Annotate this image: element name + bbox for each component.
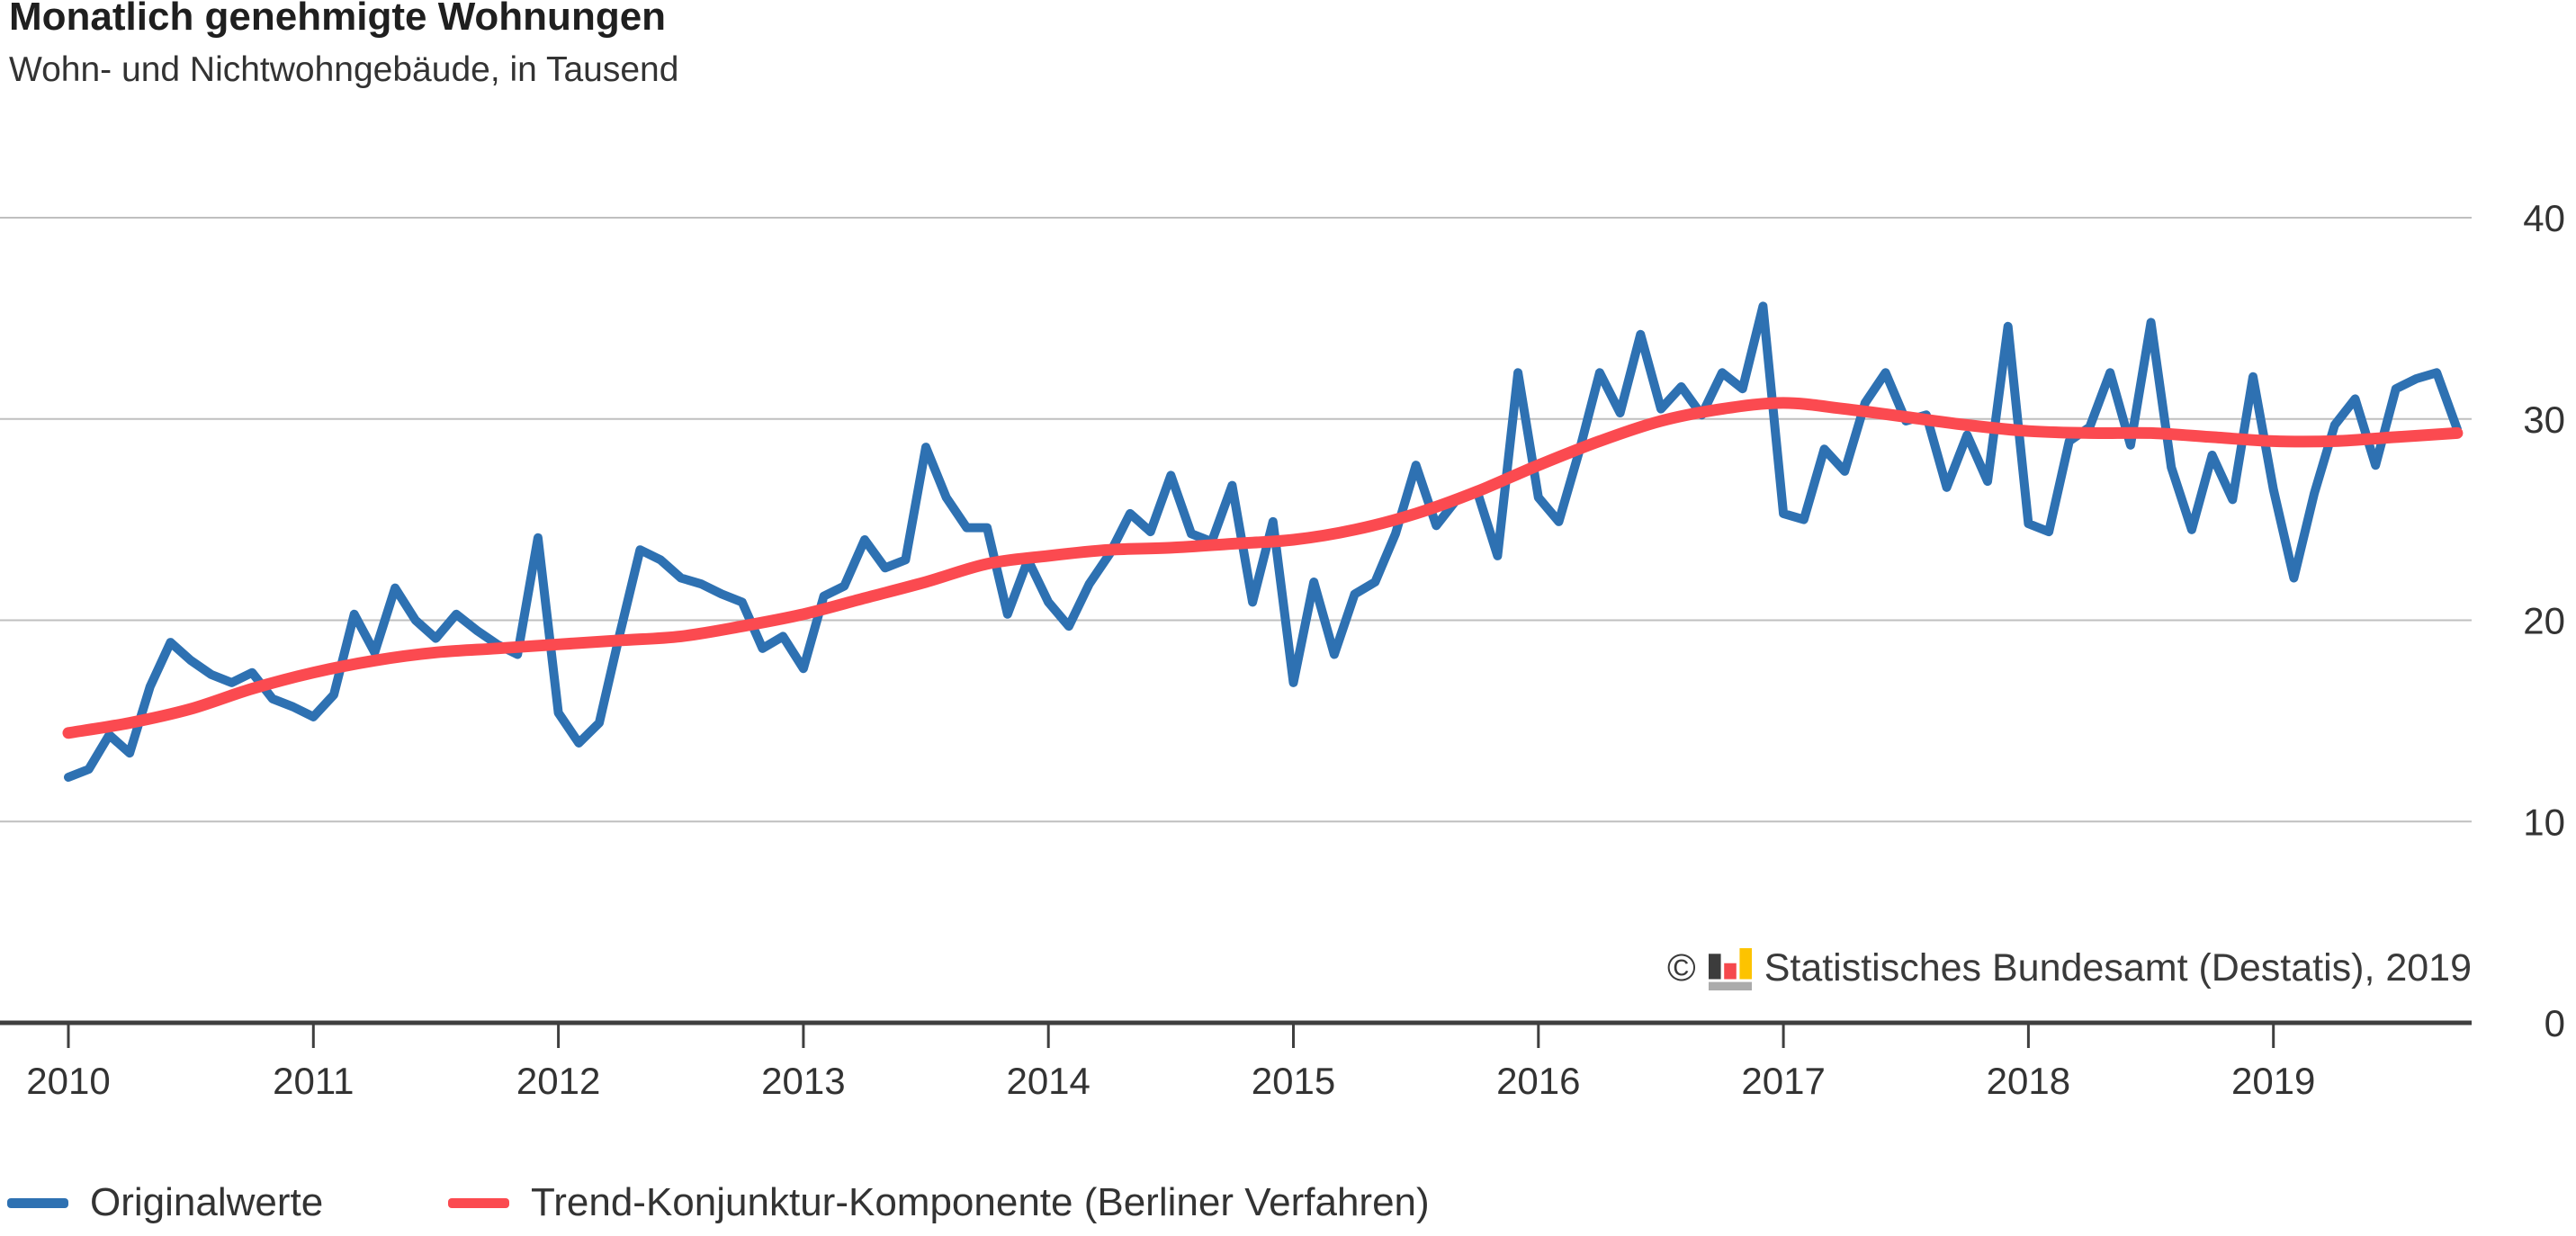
y-tick-label-0: 0 (2545, 1002, 2565, 1044)
x-tick-label-2012: 2012 (516, 1060, 600, 1102)
legend-swatch-red-line (448, 1197, 509, 1208)
legend-item-trend-komponente: Trend-Konjunktur-Komponente (Berliner Ve… (448, 1180, 1430, 1225)
x-tick-label-2014: 2014 (1006, 1060, 1090, 1102)
x-tick-label-2019: 2019 (2231, 1060, 2315, 1102)
destatis-logo-icon (1708, 947, 1752, 990)
x-tick-label-2013: 2013 (761, 1060, 845, 1102)
y-tick-label-10: 10 (2523, 801, 2565, 843)
legend-label: Trend-Konjunktur-Komponente (Berliner Ve… (531, 1180, 1430, 1224)
x-tick-label-2016: 2016 (1496, 1060, 1580, 1102)
x-tick-label-2010: 2010 (26, 1060, 110, 1102)
y-tick-label-20: 20 (2523, 600, 2565, 642)
gridlines (0, 217, 2472, 823)
data-series (62, 301, 2464, 782)
x-tick-label-2017: 2017 (1741, 1060, 1825, 1102)
legend-label: Originalwerte (90, 1180, 324, 1224)
axis-labels: 2010 2011 2012 2013 2014 2015 2016 2017 2018 2019… (26, 197, 2565, 1102)
x-axis (0, 1020, 2472, 1048)
legend-item-originalwerte: Originalwerte (7, 1180, 323, 1225)
series-trend-komponente-line (62, 397, 2464, 739)
page-title: Monatlich genehmigte Wohnungen (9, 0, 667, 39)
copyright-icon: © (1667, 946, 1696, 990)
y-tick-label-40: 40 (2523, 197, 2565, 239)
series-originalwerte-line (64, 301, 2462, 782)
x-tick-label-2011: 2011 (273, 1060, 354, 1102)
source-attribution: © Statistisches Bundesamt (Destatis), 20… (1667, 946, 2472, 990)
x-tick-label-2018: 2018 (1987, 1060, 2070, 1102)
source-text: Statistisches Bundesamt (Destatis), 2019 (1764, 946, 2472, 990)
chart-subtitle: Wohn- und Nichtwohngebäude, in Tausend (9, 50, 679, 89)
legend: Originalwerte Trend-Konjunktur-Komponent… (0, 1175, 2576, 1229)
y-tick-label-30: 30 (2523, 399, 2565, 441)
legend-swatch-blue-line (7, 1197, 68, 1208)
x-tick-label-2015: 2015 (1252, 1060, 1335, 1102)
